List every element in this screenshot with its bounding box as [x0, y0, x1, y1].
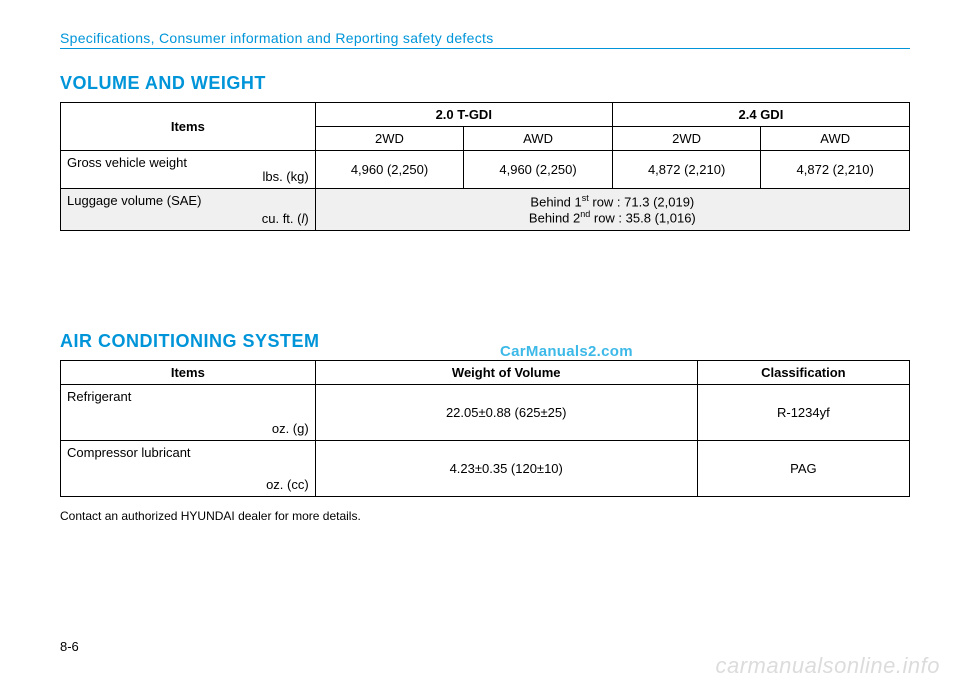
lubricant-weight: 4.23±0.35 (120±10)	[315, 440, 697, 496]
subheader-awd-1: AWD	[464, 127, 613, 151]
ac-header-items: Items	[61, 360, 316, 384]
luggage-line1b: row : 71.3 (2,019)	[589, 194, 695, 209]
header-engine2: 2.4 GDI	[612, 103, 909, 127]
section-title-ac: AIR CONDITIONING SYSTEM	[60, 331, 910, 352]
watermark-bottom: carmanualsonline.info	[715, 653, 940, 679]
luggage-text: Luggage volume (SAE)	[67, 193, 201, 208]
ac-header-weight: Weight of Volume	[315, 360, 697, 384]
refrigerant-label-cell: Refrigerant oz. (g)	[61, 384, 316, 440]
luggage-unit: cu. ft. (l)	[262, 211, 309, 226]
lubricant-class: PAG	[697, 440, 909, 496]
lubricant-label-cell: Compressor lubricant oz. (cc)	[61, 440, 316, 496]
row-luggage-label: Luggage volume (SAE) cu. ft. (l)	[61, 189, 316, 231]
ac-header-class: Classification	[697, 360, 909, 384]
refrigerant-label: Refrigerant	[67, 389, 131, 404]
row-gross-weight-label: Gross vehicle weight lbs. (kg)	[61, 151, 316, 189]
subheader-2wd-2: 2WD	[612, 127, 761, 151]
luggage-line2a: Behind 2	[529, 211, 580, 226]
luggage-value: Behind 1st row : 71.3 (2,019) Behind 2nd…	[315, 189, 909, 231]
volume-weight-table: Items 2.0 T-GDI 2.4 GDI 2WD AWD 2WD AWD …	[60, 102, 910, 231]
header-items: Items	[61, 103, 316, 151]
luggage-line2b: row : 35.8 (1,016)	[590, 211, 696, 226]
luggage-sup1: st	[582, 193, 589, 203]
header-engine1: 2.0 T-GDI	[315, 103, 612, 127]
section-header: Specifications, Consumer information and…	[60, 30, 910, 49]
refrigerant-unit: oz. (g)	[272, 421, 309, 436]
refrigerant-class: R-1234yf	[697, 384, 909, 440]
gross-weight-v2: 4,960 (2,250)	[464, 151, 613, 189]
luggage-line1a: Behind 1	[530, 194, 581, 209]
gross-weight-v3: 4,872 (2,210)	[612, 151, 761, 189]
watermark-center: CarManuals2.com	[500, 343, 633, 360]
lubricant-unit: oz. (cc)	[266, 477, 309, 492]
gross-weight-unit: lbs. (kg)	[262, 169, 308, 184]
page-number: 8-6	[60, 639, 79, 654]
gross-weight-v4: 4,872 (2,210)	[761, 151, 910, 189]
contact-note: Contact an authorized HYUNDAI dealer for…	[60, 509, 910, 523]
section-title-volume: VOLUME AND WEIGHT	[60, 73, 910, 94]
ac-system-table: Items Weight of Volume Classification Re…	[60, 360, 910, 497]
luggage-sup2: nd	[580, 209, 590, 219]
gross-weight-v1: 4,960 (2,250)	[315, 151, 464, 189]
refrigerant-weight: 22.05±0.88 (625±25)	[315, 384, 697, 440]
subheader-awd-2: AWD	[761, 127, 910, 151]
gross-weight-text: Gross vehicle weight	[67, 155, 187, 170]
subheader-2wd-1: 2WD	[315, 127, 464, 151]
lubricant-label: Compressor lubricant	[67, 445, 191, 460]
